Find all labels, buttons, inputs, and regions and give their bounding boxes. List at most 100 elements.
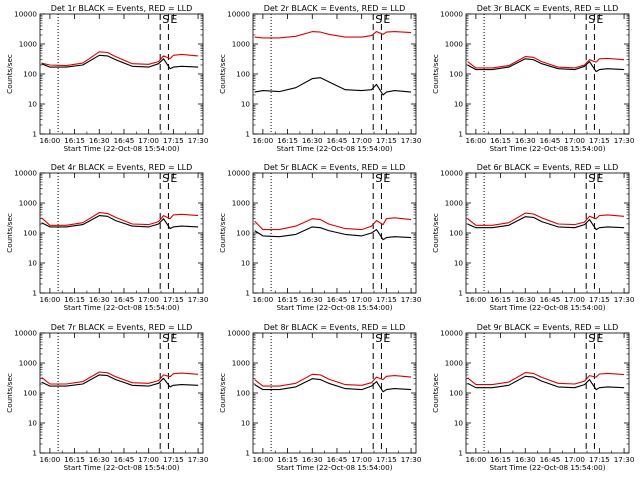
y-axis-title: Counts/sec — [431, 213, 440, 253]
x-tick-label: 16:30 — [302, 136, 323, 145]
x-tick-label: 17:15 — [589, 136, 610, 145]
series-line-events — [254, 77, 412, 96]
series-line-events — [41, 54, 199, 70]
x-tick-label: 16:45 — [327, 136, 348, 145]
y-tick-label: 100 — [23, 70, 37, 79]
plot-frame — [252, 332, 417, 454]
x-tick-label: 16:00 — [253, 295, 274, 304]
y-tick-label: 100 — [449, 229, 463, 238]
marker-label-e: E — [596, 172, 603, 185]
chart-panel-2: Det 2r BLACK = Events, RED = LLD 1 10 100 10… — [218, 4, 422, 153]
y-tick-label: 10 — [28, 100, 38, 109]
plot-frame — [39, 332, 204, 454]
marker-label-s: S — [162, 172, 169, 185]
y-tick-label: 10000 — [440, 169, 463, 178]
plot-frame — [39, 13, 204, 135]
x-tick-label: 17:00 — [564, 136, 585, 145]
series-line-lld — [41, 51, 199, 67]
x-tick-label: 16:00 — [253, 136, 274, 145]
y-tick-label: 100 — [236, 229, 250, 238]
y-tick-label: 10000 — [14, 169, 37, 178]
y-tick-label: 100 — [23, 389, 37, 398]
series-line-events — [467, 216, 625, 231]
x-tick-label: 16:00 — [40, 136, 61, 145]
x-tick-label: 16:00 — [40, 295, 61, 304]
series-line-events — [467, 58, 625, 73]
x-tick-label: 16:45 — [540, 295, 561, 304]
x-tick-label: 16:30 — [515, 295, 536, 304]
x-tick-label: 16:15 — [277, 136, 298, 145]
y-tick-label: 1000 — [232, 199, 251, 208]
marker-label-e: E — [596, 13, 603, 26]
y-tick-label: 10 — [241, 100, 251, 109]
series-line-lld — [467, 212, 625, 226]
x-tick-label: 17:30 — [614, 136, 635, 145]
y-tick-label: 10 — [454, 419, 464, 428]
series-line-lld — [467, 372, 625, 386]
y-tick-label: 10000 — [14, 10, 37, 19]
chart-title: Det 7r BLACK = Events, RED = LLD — [51, 323, 193, 332]
y-axis-title: Counts/sec — [218, 213, 227, 253]
plot-frame — [465, 332, 630, 454]
y-tick-label: 1 — [458, 289, 463, 298]
x-axis-title: Start Time (22-Oct-08 15:54:00) — [490, 144, 606, 153]
marker-label-e: E — [170, 172, 177, 185]
y-axis-title: Counts/sec — [218, 54, 227, 94]
y-tick-label: 1000 — [19, 40, 38, 49]
y-tick-label: 1000 — [232, 359, 251, 368]
chart-panel-6: Det 6r BLACK = Events, RED = LLD 1 10 100 10… — [431, 163, 635, 312]
marker-label-s: S — [588, 332, 595, 345]
marker-label-s: S — [375, 332, 382, 345]
x-tick-label: 16:15 — [490, 136, 511, 145]
chart-title: Det 5r BLACK = Events, RED = LLD — [264, 163, 406, 172]
chart-title: Det 4r BLACK = Events, RED = LLD — [51, 163, 193, 172]
x-tick-label: 17:15 — [163, 136, 184, 145]
marker-label-s: S — [588, 172, 595, 185]
x-tick-label: 16:30 — [302, 295, 323, 304]
chart-panel-9: Det 9r BLACK = Events, RED = LLD 1 10 100 10… — [431, 323, 635, 472]
y-tick-label: 1 — [245, 449, 250, 458]
x-tick-label: 16:00 — [40, 455, 61, 464]
x-tick-label: 17:00 — [138, 455, 159, 464]
marker-label-e: E — [170, 332, 177, 345]
x-tick-label: 17:00 — [564, 295, 585, 304]
x-tick-label: 17:00 — [351, 136, 372, 145]
y-tick-label: 100 — [449, 70, 463, 79]
series-line-events — [41, 215, 199, 230]
x-axis-title: Start Time (22-Oct-08 15:54:00) — [490, 463, 606, 472]
y-tick-label: 100 — [449, 389, 463, 398]
plot-frame — [465, 13, 630, 135]
x-tick-label: 17:15 — [376, 455, 397, 464]
series-line-lld — [254, 217, 412, 231]
x-tick-label: 16:45 — [114, 295, 135, 304]
y-tick-label: 1 — [32, 130, 37, 139]
x-tick-label: 17:30 — [188, 295, 209, 304]
series-line-lld — [41, 371, 199, 385]
y-tick-label: 1 — [458, 449, 463, 458]
y-tick-label: 10000 — [440, 329, 463, 338]
chart-panel-3: Det 3r BLACK = Events, RED = LLD 1 10 100 10… — [431, 4, 635, 153]
y-tick-label: 1000 — [445, 359, 464, 368]
x-tick-label: 16:30 — [89, 295, 110, 304]
plot-frame — [39, 172, 204, 294]
x-tick-label: 16:00 — [466, 295, 487, 304]
y-tick-label: 10000 — [440, 10, 463, 19]
x-tick-label: 16:30 — [302, 455, 323, 464]
y-tick-label: 10 — [28, 259, 38, 268]
marker-label-s: S — [375, 13, 382, 26]
series-line-lld — [467, 56, 625, 69]
y-axis-title: Counts/sec — [5, 373, 14, 413]
series-line-events — [254, 226, 412, 241]
x-axis-title: Start Time (22-Oct-08 15:54:00) — [64, 144, 180, 153]
marker-label-s: S — [375, 172, 382, 185]
y-axis-title: Counts/sec — [5, 54, 14, 94]
marker-label-s: S — [588, 13, 595, 26]
x-tick-label: 17:30 — [401, 295, 422, 304]
chart-panel-7: Det 7r BLACK = Events, RED = LLD 1 10 100 10… — [5, 323, 209, 472]
x-tick-label: 16:30 — [515, 136, 536, 145]
chart-panel-4: Det 4r BLACK = Events, RED = LLD 1 10 100 10… — [5, 163, 209, 312]
x-axis-title: Start Time (22-Oct-08 15:54:00) — [277, 463, 393, 472]
x-tick-label: 16:30 — [89, 136, 110, 145]
x-tick-label: 17:15 — [163, 295, 184, 304]
